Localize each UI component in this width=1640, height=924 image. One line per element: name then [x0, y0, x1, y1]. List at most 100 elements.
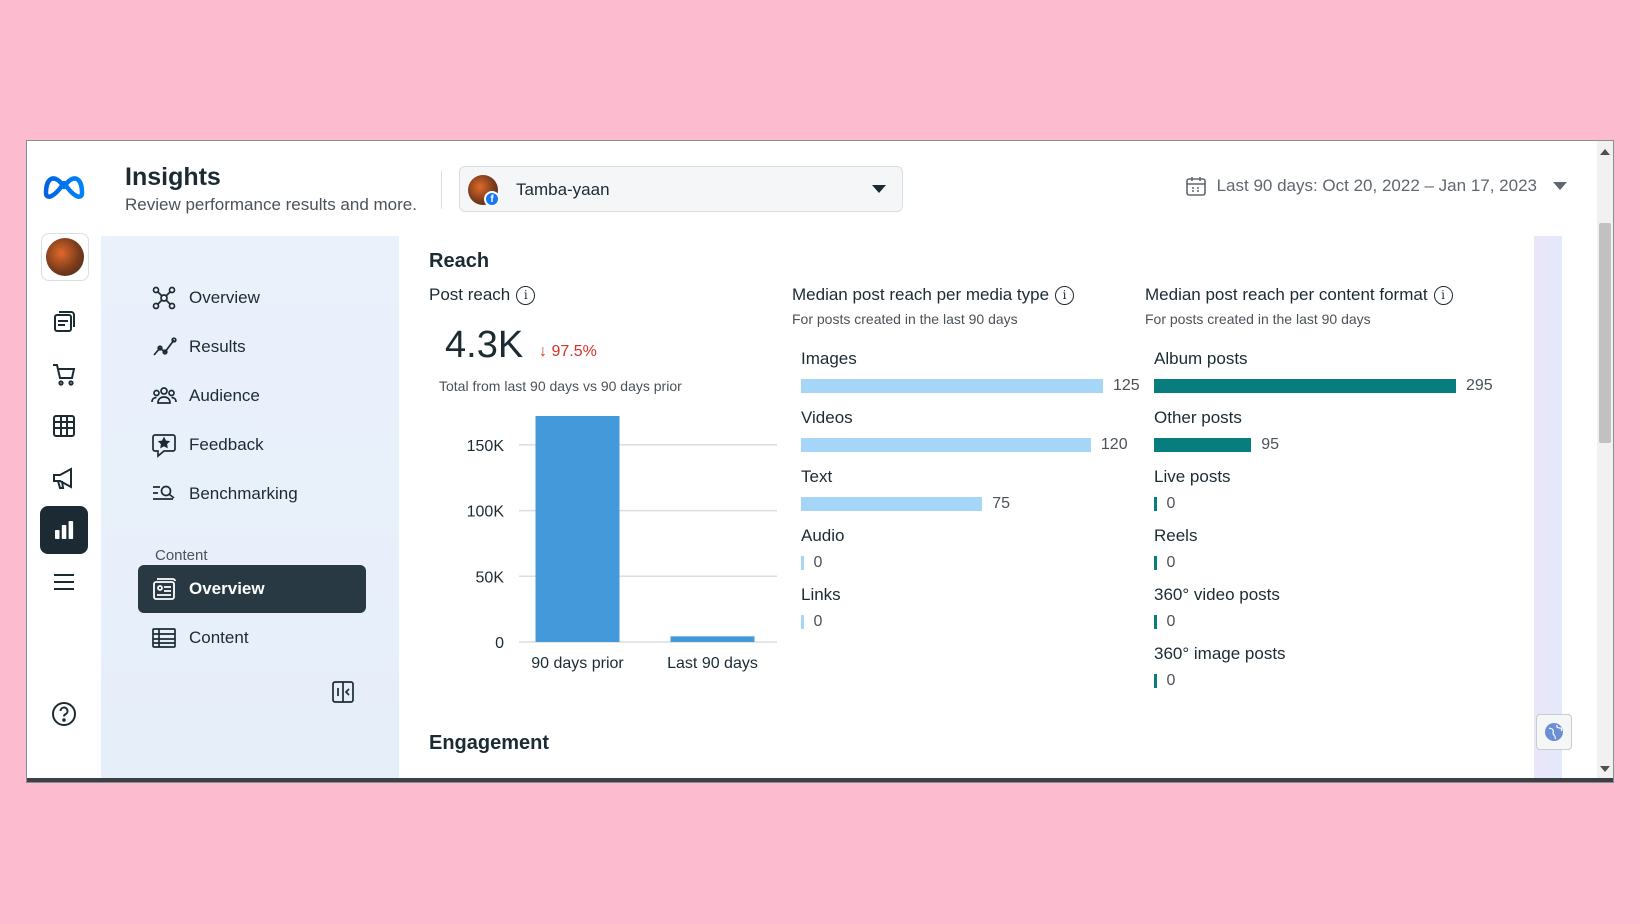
bar-category-label: Text: [801, 467, 833, 486]
table-icon[interactable]: [40, 402, 88, 450]
window-bottom-border: [27, 778, 1613, 782]
bar[interactable]: [801, 497, 983, 511]
bar-category-label: Other posts: [1154, 408, 1242, 427]
account-selector[interactable]: f Tamba-yaan: [459, 166, 903, 212]
y-tick-label: 150K: [467, 438, 505, 455]
nav-section-label: Content: [155, 547, 208, 564]
content-overview-icon: [153, 578, 176, 600]
vertical-scrollbar[interactable]: [1597, 141, 1613, 782]
bar[interactable]: [1154, 438, 1252, 452]
info-icon[interactable]: i: [516, 285, 536, 305]
bar-category-label: Audio: [801, 526, 845, 545]
content-format-title: Median post reach per content format i: [1145, 285, 1453, 305]
bar-item: Text 75: [801, 467, 1140, 526]
y-tick-label: 0: [495, 635, 504, 652]
scroll-down-arrow-icon[interactable]: [1600, 766, 1610, 772]
date-range-label: Last 90 days: Oct 20, 2022 – Jan 17, 202…: [1216, 176, 1537, 195]
menu-icon[interactable]: [40, 558, 88, 606]
bar-category-label: Links: [801, 585, 841, 604]
bar-value-label: 0: [1166, 672, 1176, 689]
bar-item: 360° video posts 0: [1154, 585, 1493, 644]
benchmark-icon: [153, 485, 175, 500]
nav-item-label: Audience: [189, 386, 260, 405]
people-icon: [151, 387, 177, 404]
left-rail: [27, 141, 101, 782]
nav-item-label: Overview: [189, 579, 265, 598]
language-globe-button[interactable]: [1536, 714, 1572, 750]
bar[interactable]: [1154, 497, 1157, 511]
x-category-label: Last 90 days: [667, 655, 758, 672]
feedback-icon: [152, 434, 176, 458]
post-reach-bar-chart: 0 50K 100K 150K 90 days prior Last 90 days: [467, 416, 777, 672]
y-tick-label: 100K: [467, 504, 505, 521]
nav-item-label: Overview: [189, 288, 260, 307]
bar[interactable]: [1154, 379, 1456, 393]
account-name: Tamba-yaan: [516, 180, 610, 199]
bar-item: 360° image posts 0: [1154, 644, 1493, 703]
bar-category-label: Videos: [801, 408, 853, 427]
bar-category-label: Reels: [1154, 526, 1198, 545]
network-icon: [152, 286, 176, 310]
content-format-subtitle: For posts created in the last 90 days: [1145, 311, 1371, 327]
nav-item-benchmarking[interactable]: Benchmarking: [138, 470, 366, 518]
help-icon[interactable]: [40, 690, 88, 738]
bar-value-label: 0: [1166, 554, 1176, 571]
nav-item-label: Results: [189, 337, 246, 356]
right-panel-edge: [1534, 236, 1562, 782]
insights-chart-icon[interactable]: [40, 506, 88, 554]
bar-value-label: 0: [813, 613, 823, 630]
bar-value-label: 0: [1166, 495, 1176, 512]
post-reach-title-text: Post reach: [429, 285, 511, 304]
posts-icon[interactable]: [40, 298, 88, 346]
bar-value-label: 120: [1100, 436, 1128, 453]
calendar-icon: [1185, 175, 1207, 197]
page-title: Insights: [125, 163, 221, 191]
y-tick-label: 50K: [476, 569, 505, 586]
content-format-bar-chart: Album posts 295 Other posts 95 Live posts 0 Re…: [1154, 349, 1493, 703]
collapse-sidebar-icon[interactable]: [330, 679, 356, 705]
megaphone-icon[interactable]: [40, 454, 88, 502]
bar[interactable]: [1154, 556, 1157, 570]
post-reach-note: Total from last 90 days vs 90 days prior: [439, 378, 682, 394]
content-format-title-text: Median post reach per content format: [1145, 285, 1428, 304]
nav-item-feedback[interactable]: Feedback: [138, 421, 366, 469]
reach-bar[interactable]: [535, 416, 620, 642]
facebook-badge-icon: f: [484, 191, 500, 207]
bar-item: Live posts 0: [1154, 467, 1493, 526]
caret-down-icon: [1553, 182, 1567, 190]
bar[interactable]: [1154, 615, 1157, 629]
bar-item: Reels 0: [1154, 526, 1493, 585]
info-icon[interactable]: i: [1433, 285, 1453, 305]
nav-item-results[interactable]: Results: [138, 323, 366, 371]
scrollbar-thumb[interactable]: [1599, 223, 1611, 443]
reach-bar[interactable]: [670, 636, 755, 642]
page-avatar[interactable]: [41, 233, 89, 281]
engagement-section-title: Engagement: [429, 732, 550, 754]
bar-item: Album posts 295: [1154, 349, 1493, 408]
bar-category-label: 360° video posts: [1154, 585, 1280, 604]
nav-item-label: Benchmarking: [189, 484, 298, 503]
nav-item-overview[interactable]: Overview: [138, 274, 366, 322]
bar[interactable]: [801, 379, 1103, 393]
bar[interactable]: [801, 615, 804, 629]
x-category-label: 90 days prior: [531, 655, 624, 672]
post-reach-change: ↓ 97.5%: [539, 343, 597, 360]
bar[interactable]: [801, 438, 1091, 452]
meta-logo-icon[interactable]: [41, 169, 87, 201]
info-icon[interactable]: i: [1055, 285, 1075, 305]
caret-down-icon: [872, 185, 886, 193]
table-icon: [152, 628, 176, 648]
shopping-cart-icon[interactable]: [40, 350, 88, 398]
post-reach-title: Post reach i: [429, 285, 536, 305]
nav-item-audience[interactable]: Audience: [138, 372, 366, 420]
bar-category-label: Live posts: [1154, 467, 1231, 486]
date-range-picker[interactable]: Last 90 days: Oct 20, 2022 – Jan 17, 202…: [1185, 175, 1567, 197]
nav-item-content-overview[interactable]: Overview: [138, 565, 366, 613]
nav-item-content[interactable]: Content: [138, 614, 366, 662]
bar[interactable]: [1154, 674, 1157, 688]
globe-icon: [1545, 723, 1563, 741]
bar[interactable]: [801, 556, 804, 570]
media-type-bar-chart: Images 125 Videos 120 Text 75 Audio 0 Links 0: [801, 349, 1140, 644]
scroll-up-arrow-icon[interactable]: [1600, 149, 1610, 155]
bar-value-label: 295: [1466, 377, 1493, 394]
